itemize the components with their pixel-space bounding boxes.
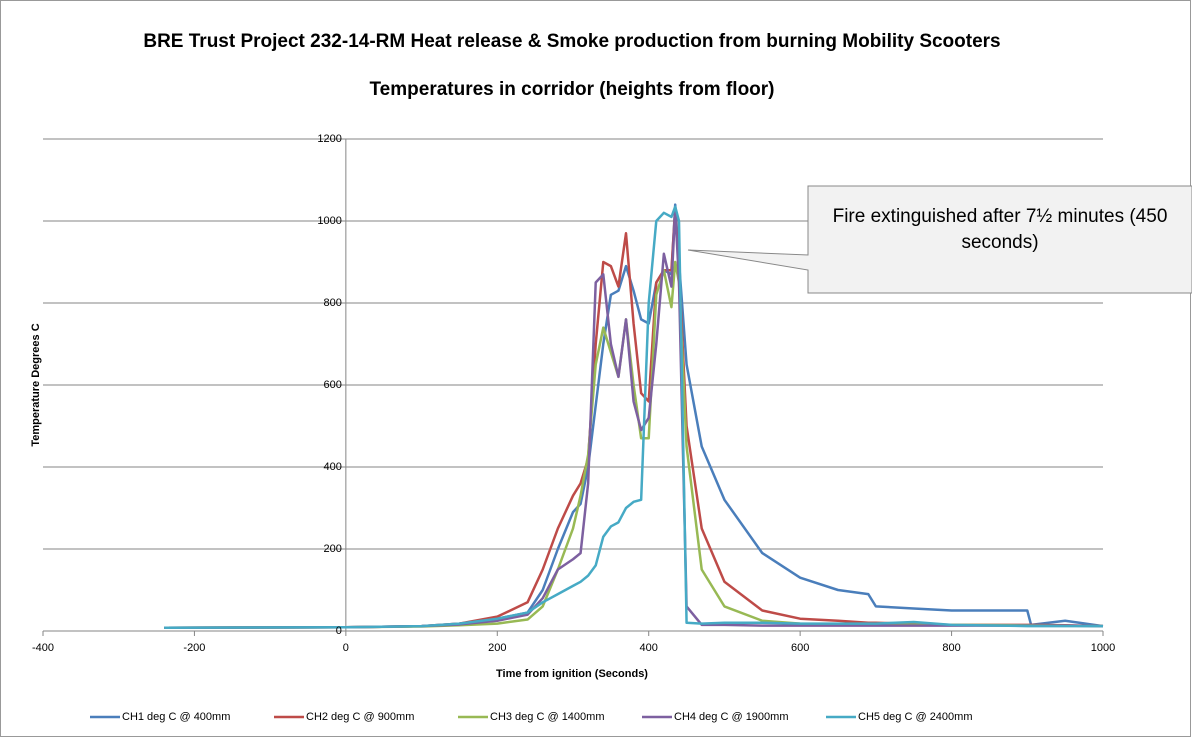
x-tick-label: -400 — [32, 642, 54, 654]
x-tick-label: 600 — [791, 642, 809, 654]
y-tick-label: 200 — [323, 543, 341, 555]
legend-label: CH3 deg C @ 1400mm — [490, 711, 605, 723]
legend-label: CH5 deg C @ 2400mm — [858, 711, 973, 723]
legend-label: CH2 deg C @ 900mm — [306, 711, 414, 723]
chart-subtitle: Temperatures in corridor (heights from f… — [369, 79, 775, 100]
x-tick-label: 800 — [942, 642, 960, 654]
chart-title: BRE Trust Project 232-14-RM Heat release… — [143, 31, 1001, 52]
legend-label: CH1 deg C @ 400mm — [122, 711, 230, 723]
series-line — [164, 203, 1104, 629]
y-tick-label: 0 — [336, 625, 342, 637]
y-tick-label: 400 — [323, 461, 341, 473]
x-tick-label: 400 — [640, 642, 658, 654]
x-axis-label: Time from ignition (Seconds) — [496, 668, 648, 680]
series-line — [164, 205, 1103, 629]
lines — [164, 203, 1104, 629]
y-tick-label: 600 — [323, 379, 341, 391]
y-tick-label: 1000 — [317, 215, 341, 227]
y-tick-label: 1200 — [317, 133, 341, 145]
y-tick-label: 800 — [323, 297, 341, 309]
y-axis-label: Temperature Degrees C — [30, 323, 42, 446]
legend-label: CH4 deg C @ 1900mm — [674, 711, 789, 723]
x-tick-label: -200 — [183, 642, 205, 654]
x-tick-label: 1000 — [1091, 642, 1115, 654]
series-line — [164, 207, 1104, 629]
callout — [687, 185, 1192, 294]
x-tick-label: 200 — [488, 642, 506, 654]
annotation: Fire extinguished after 7½ minutes (450 … — [832, 206, 1168, 253]
x-tick-label: 0 — [343, 642, 349, 654]
